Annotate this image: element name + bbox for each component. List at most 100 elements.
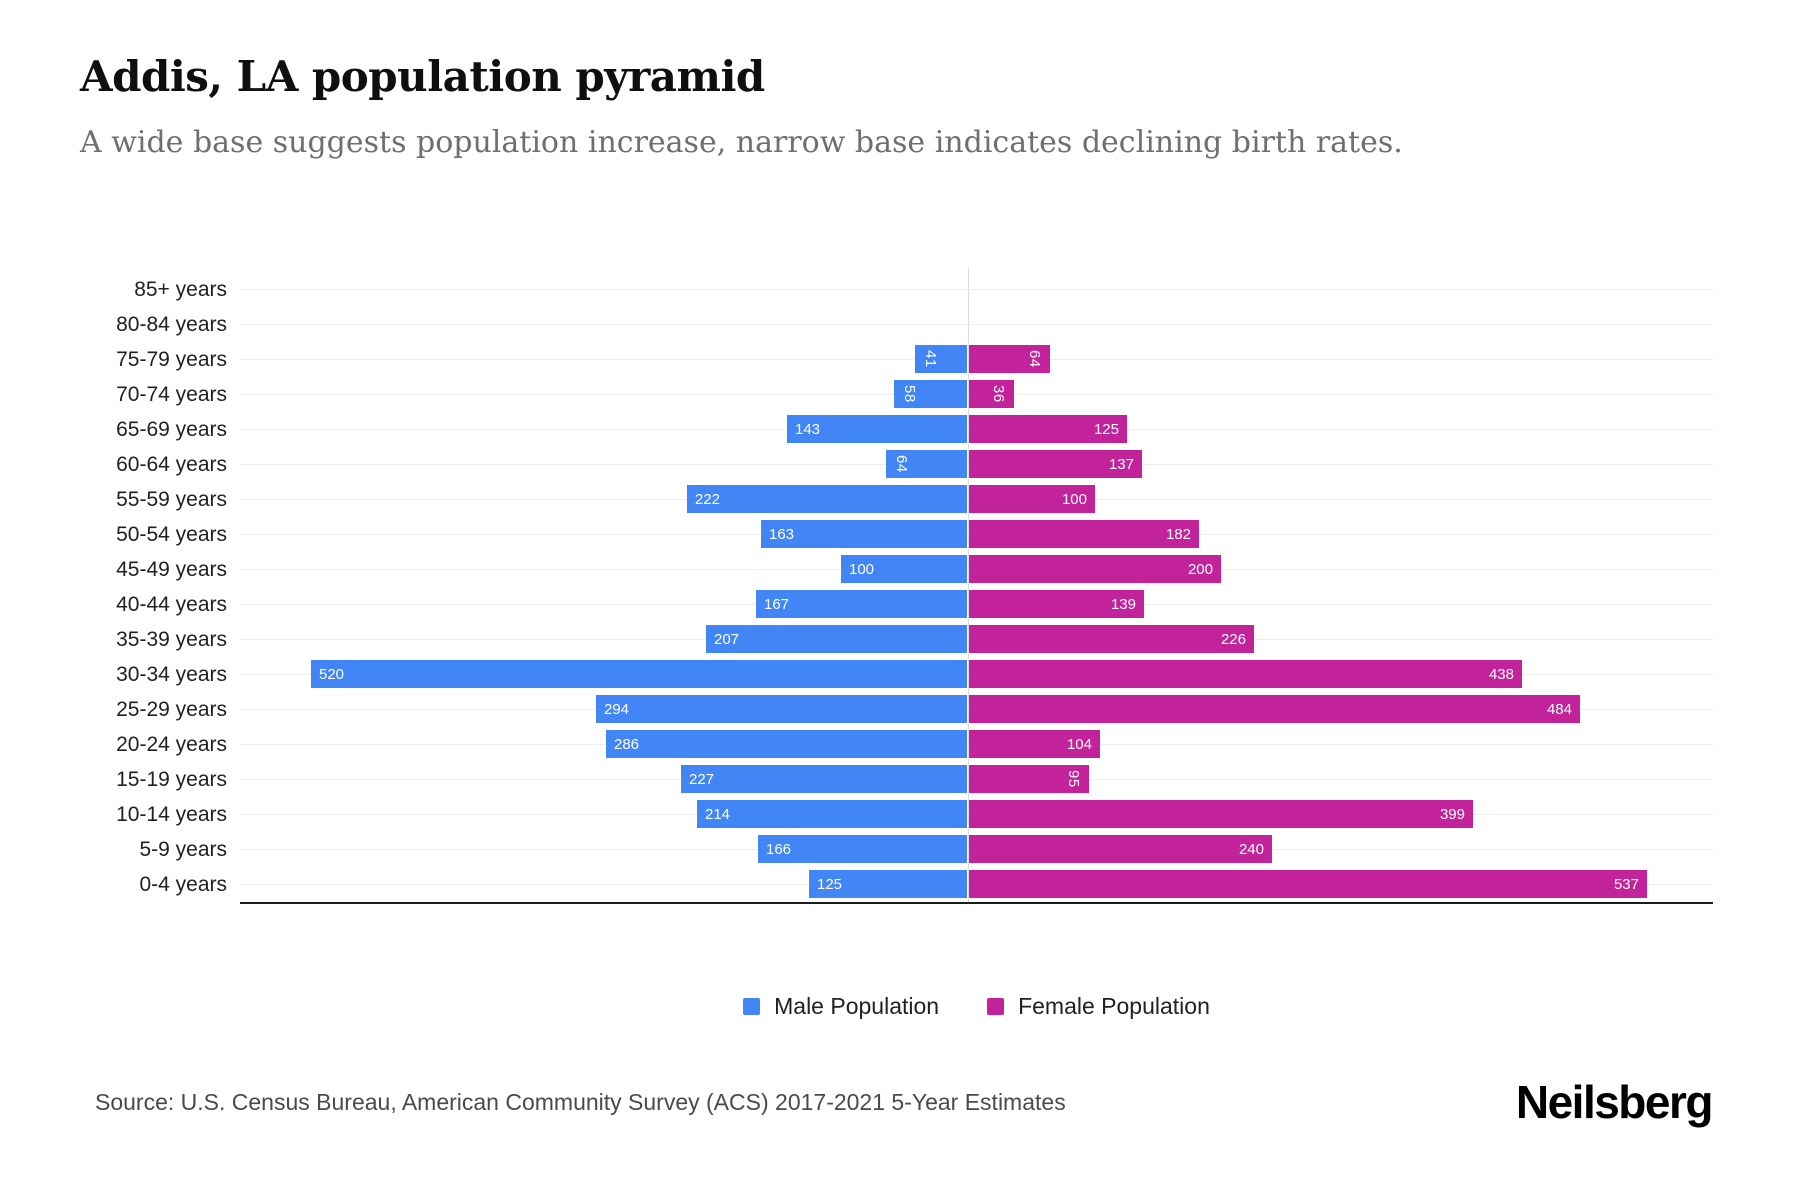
y-axis-label: 80-84 years	[116, 313, 227, 336]
bar-value-label: 139	[1110, 595, 1136, 613]
male-bar: 41	[915, 345, 967, 373]
y-axis-label: 25-29 years	[116, 698, 227, 721]
y-axis-label: 15-19 years	[116, 768, 227, 791]
female-bar: 399	[969, 800, 1473, 828]
male-bar: 125	[809, 870, 967, 898]
female-bar: 484	[969, 695, 1580, 723]
pyramid-row: 80-84 years	[0, 307, 1713, 342]
legend-female-label: Female Population	[1018, 993, 1210, 1019]
male-bar: 167	[756, 590, 967, 618]
bar-value-label: 104	[1066, 735, 1092, 753]
row-plot-area: 167 139	[240, 587, 1713, 622]
bar-value-label: 125	[1093, 420, 1119, 438]
row-plot-area: 227 95	[240, 762, 1713, 797]
row-gridline	[240, 289, 1713, 290]
female-bar: 100	[969, 485, 1095, 513]
female-bar: 125	[969, 415, 1127, 443]
row-plot-area	[240, 307, 1713, 342]
pyramid-row: 5-9 years 166 240	[0, 832, 1713, 867]
row-plot-area: 520 438	[240, 657, 1713, 692]
pyramid-row: 15-19 years 227 95	[0, 762, 1713, 797]
y-axis-label: 50-54 years	[116, 523, 227, 546]
bar-value-label: 226	[1220, 630, 1246, 648]
pyramid-row: 10-14 years 214 399	[0, 797, 1713, 832]
bar-value-label: 167	[764, 595, 790, 613]
x-axis-baseline	[240, 902, 1713, 904]
chart-legend: Male Population Female Population	[240, 993, 1713, 1020]
bar-value-label: 182	[1165, 525, 1191, 543]
bar-value-label: 537	[1613, 875, 1639, 893]
female-bar: 226	[969, 625, 1254, 653]
female-bar: 438	[969, 660, 1522, 688]
male-bar: 294	[596, 695, 967, 723]
pyramid-row: 25-29 years 294 484	[0, 692, 1713, 727]
y-axis-label: 55-59 years	[116, 488, 227, 511]
pyramid-row: 45-49 years 100 200	[0, 552, 1713, 587]
y-axis-label: 60-64 years	[116, 453, 227, 476]
row-plot-area: 222 100	[240, 482, 1713, 517]
legend-item-female: Female Population	[987, 993, 1210, 1020]
bar-value-label: 64	[1026, 350, 1043, 368]
pyramid-rows: 85+ years 80-84 years 75-79 years 41 64 70-74…	[0, 272, 1713, 902]
y-axis-label: 40-44 years	[116, 593, 227, 616]
row-plot-area: 207 226	[240, 622, 1713, 657]
male-bar: 214	[697, 800, 967, 828]
y-axis-label: 85+ years	[134, 278, 227, 301]
female-bar: 64	[969, 345, 1050, 373]
bar-value-label: 36	[990, 385, 1007, 403]
brand-logo: Neilsberg	[1515, 1076, 1714, 1128]
female-bar: 537	[969, 870, 1647, 898]
row-gridline	[240, 324, 1713, 325]
bar-value-label: 125	[817, 875, 843, 893]
bar-value-label: 100	[849, 560, 875, 578]
pyramid-row: 50-54 years 163 182	[0, 517, 1713, 552]
y-axis-label: 20-24 years	[116, 733, 227, 756]
chart-footer: Source: U.S. Census Bureau, American Com…	[0, 1075, 1800, 1129]
bar-value-label: 41	[922, 350, 939, 368]
y-axis-label: 65-69 years	[116, 418, 227, 441]
pyramid-row: 85+ years	[0, 272, 1713, 307]
female-bar: 95	[969, 765, 1089, 793]
female-bar: 36	[969, 380, 1014, 408]
pyramid-row: 20-24 years 286 104	[0, 727, 1713, 762]
bar-value-label: 227	[689, 770, 715, 788]
female-bar: 137	[969, 450, 1142, 478]
male-bar: 100	[841, 555, 967, 583]
y-axis-label: 75-79 years	[116, 348, 227, 371]
y-axis-label: 30-34 years	[116, 663, 227, 686]
center-axis-line	[968, 268, 969, 902]
bar-value-label: 100	[1061, 490, 1087, 508]
pyramid-row: 40-44 years 167 139	[0, 587, 1713, 622]
female-legend-swatch-icon	[987, 998, 1005, 1015]
female-bar: 104	[969, 730, 1100, 758]
bar-value-label: 520	[319, 665, 345, 683]
pyramid-row: 0-4 years 125 537	[0, 867, 1713, 902]
male-legend-swatch-icon	[743, 998, 761, 1015]
male-bar: 286	[606, 730, 967, 758]
bar-value-label: 286	[614, 735, 640, 753]
row-plot-area: 41 64	[240, 342, 1713, 377]
bar-value-label: 222	[695, 490, 721, 508]
male-bar: 166	[758, 835, 967, 863]
bar-value-label: 207	[714, 630, 740, 648]
y-axis-label: 70-74 years	[116, 383, 227, 406]
legend-item-male: Male Population	[743, 993, 939, 1020]
male-bar: 64	[886, 450, 967, 478]
row-plot-area: 163 182	[240, 517, 1713, 552]
row-plot-area: 143 125	[240, 412, 1713, 447]
row-plot-area: 100 200	[240, 552, 1713, 587]
bar-value-label: 399	[1439, 805, 1465, 823]
pyramid-row: 75-79 years 41 64	[0, 342, 1713, 377]
pyramid-row: 55-59 years 222 100	[0, 482, 1713, 517]
source-text: Source: U.S. Census Bureau, American Com…	[95, 1088, 1066, 1115]
male-bar: 227	[681, 765, 967, 793]
bar-value-label: 294	[604, 700, 630, 718]
bar-value-label: 166	[766, 840, 792, 858]
bar-value-label: 240	[1238, 840, 1264, 858]
male-bar: 163	[761, 520, 967, 548]
bar-value-label: 64	[893, 455, 910, 473]
female-bar: 139	[969, 590, 1144, 618]
chart-title: Addis, LA population pyramid	[80, 52, 765, 101]
y-axis-label: 35-39 years	[116, 628, 227, 651]
pyramid-row: 70-74 years 58 36	[0, 377, 1713, 412]
